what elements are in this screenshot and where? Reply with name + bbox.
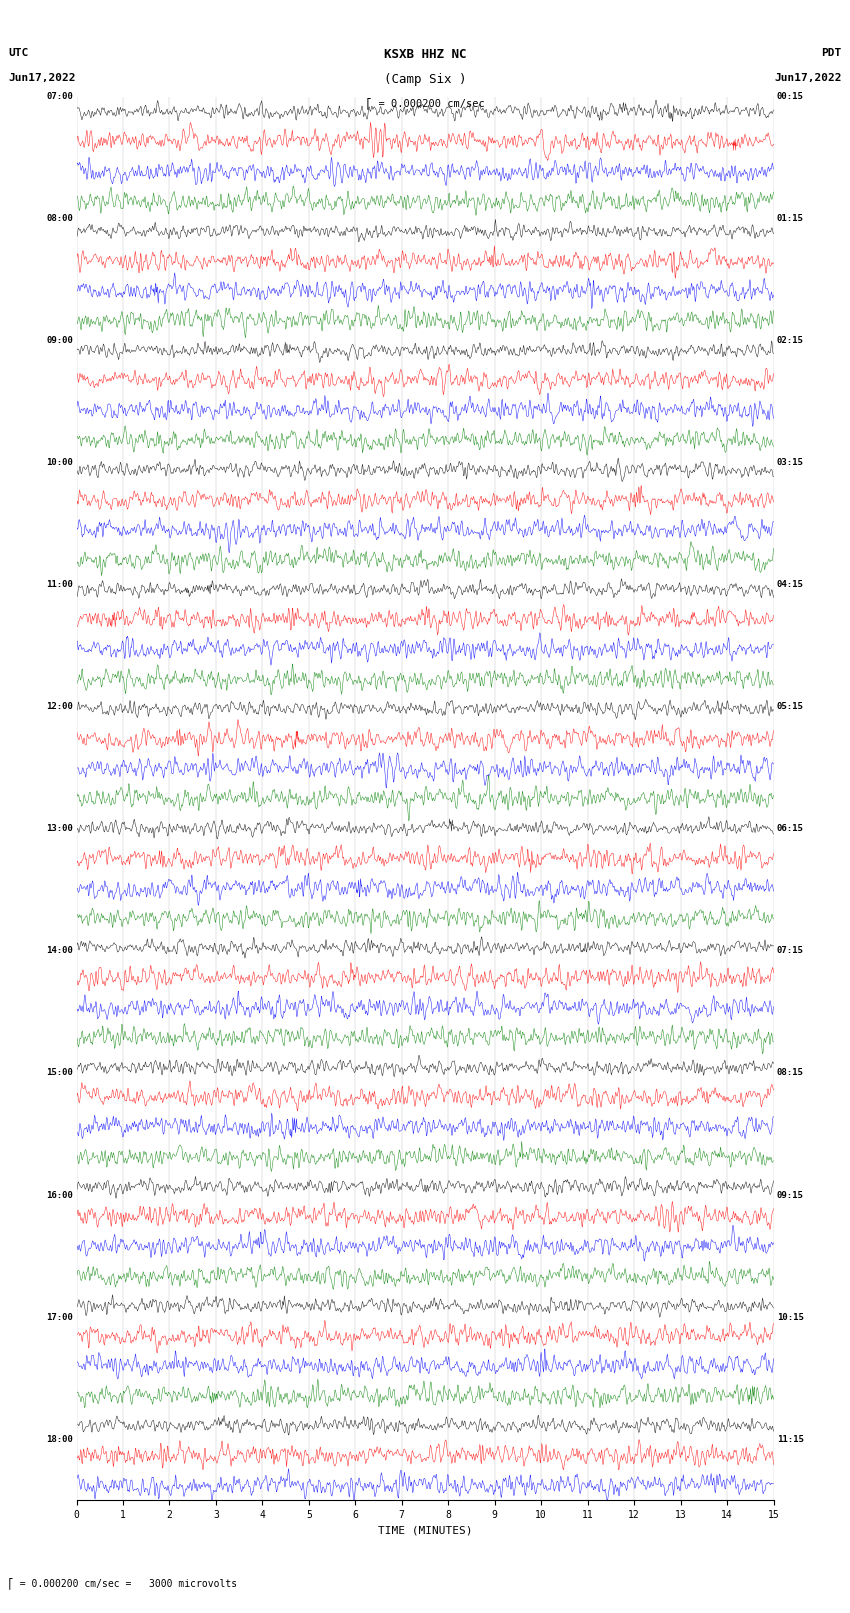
Text: ⎡ = 0.000200 cm/sec: ⎡ = 0.000200 cm/sec (366, 97, 484, 108)
Text: 09:15: 09:15 (777, 1190, 804, 1200)
Text: 18:00: 18:00 (46, 1434, 73, 1444)
Text: Jun17,2022: Jun17,2022 (8, 73, 76, 82)
Text: 11:15: 11:15 (777, 1434, 804, 1444)
Text: ⎡ = 0.000200 cm/sec =   3000 microvolts: ⎡ = 0.000200 cm/sec = 3000 microvolts (8, 1578, 238, 1589)
Text: 03:15: 03:15 (777, 458, 804, 468)
Text: 08:15: 08:15 (777, 1068, 804, 1077)
Text: 13:00: 13:00 (46, 824, 73, 834)
Text: 12:00: 12:00 (46, 702, 73, 711)
Text: Jun17,2022: Jun17,2022 (774, 73, 842, 82)
Text: KSXB HHZ NC: KSXB HHZ NC (383, 48, 467, 61)
Text: 05:15: 05:15 (777, 702, 804, 711)
Text: 15:00: 15:00 (46, 1068, 73, 1077)
Text: 17:00: 17:00 (46, 1313, 73, 1321)
Text: 00:15: 00:15 (777, 92, 804, 102)
Text: 14:00: 14:00 (46, 947, 73, 955)
Text: 08:00: 08:00 (46, 215, 73, 223)
Text: 02:15: 02:15 (777, 337, 804, 345)
Text: PDT: PDT (821, 48, 842, 58)
Text: 10:00: 10:00 (46, 458, 73, 468)
Text: 01:15: 01:15 (777, 215, 804, 223)
Text: (Camp Six ): (Camp Six ) (383, 73, 467, 85)
Text: 11:00: 11:00 (46, 581, 73, 589)
Text: 04:15: 04:15 (777, 581, 804, 589)
Text: 07:00: 07:00 (46, 92, 73, 102)
X-axis label: TIME (MINUTES): TIME (MINUTES) (377, 1526, 473, 1536)
Text: UTC: UTC (8, 48, 29, 58)
Text: 09:00: 09:00 (46, 337, 73, 345)
Text: 06:15: 06:15 (777, 824, 804, 834)
Text: 10:15: 10:15 (777, 1313, 804, 1321)
Text: 07:15: 07:15 (777, 947, 804, 955)
Text: 16:00: 16:00 (46, 1190, 73, 1200)
